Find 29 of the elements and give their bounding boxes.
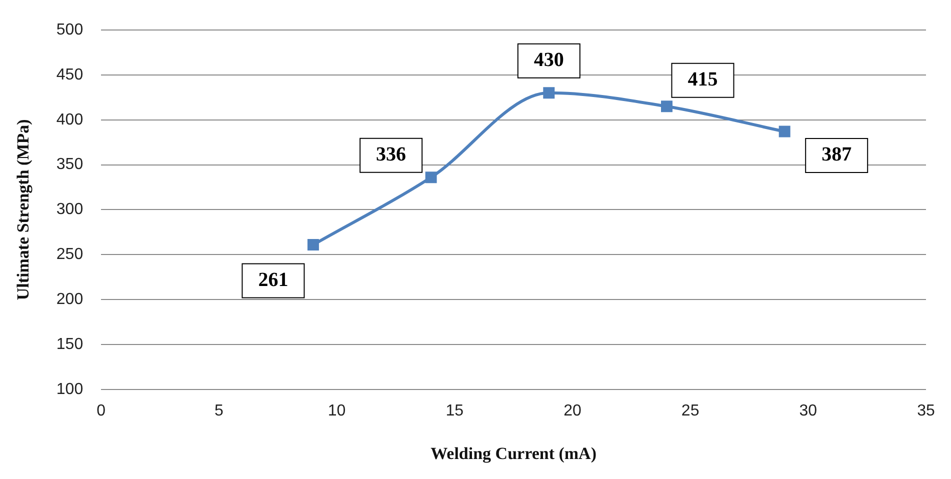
y-tick-label: 450 [56, 66, 84, 84]
y-axis-title: Ultimate Strength (MPa) [14, 119, 33, 300]
point [307, 239, 319, 250]
point [543, 87, 555, 99]
x-tick-label: 0 [96, 402, 106, 420]
x-tick-label: 10 [328, 402, 346, 420]
data-label: 336 [376, 144, 406, 166]
x-tick-label: 5 [214, 402, 224, 420]
data-label: 261 [258, 268, 288, 291]
point [425, 172, 437, 184]
x-tick-label: 30 [799, 402, 818, 420]
x-tick-label: 35 [917, 402, 935, 420]
x-tick-label: 20 [564, 402, 582, 420]
point [778, 126, 790, 138]
y-tick-label: 400 [56, 111, 84, 128]
y-tick-label: 200 [56, 290, 84, 308]
y-tick-label: 300 [56, 201, 84, 218]
data-label: 387 [822, 144, 852, 166]
point [661, 100, 672, 112]
data-label: 415 [688, 68, 718, 91]
y-tick-label: 350 [56, 156, 84, 174]
data-label: 430 [534, 49, 564, 72]
x-tick-label: 15 [446, 402, 464, 420]
y-tick-label: 500 [56, 21, 84, 38]
y-tick-label: 150 [56, 336, 84, 353]
y-tick-label: 250 [56, 246, 84, 264]
x-tick-label: 25 [681, 402, 700, 420]
y-tick-label: 100 [56, 380, 84, 398]
x-axis-title: Welding Current (mA) [430, 444, 596, 464]
